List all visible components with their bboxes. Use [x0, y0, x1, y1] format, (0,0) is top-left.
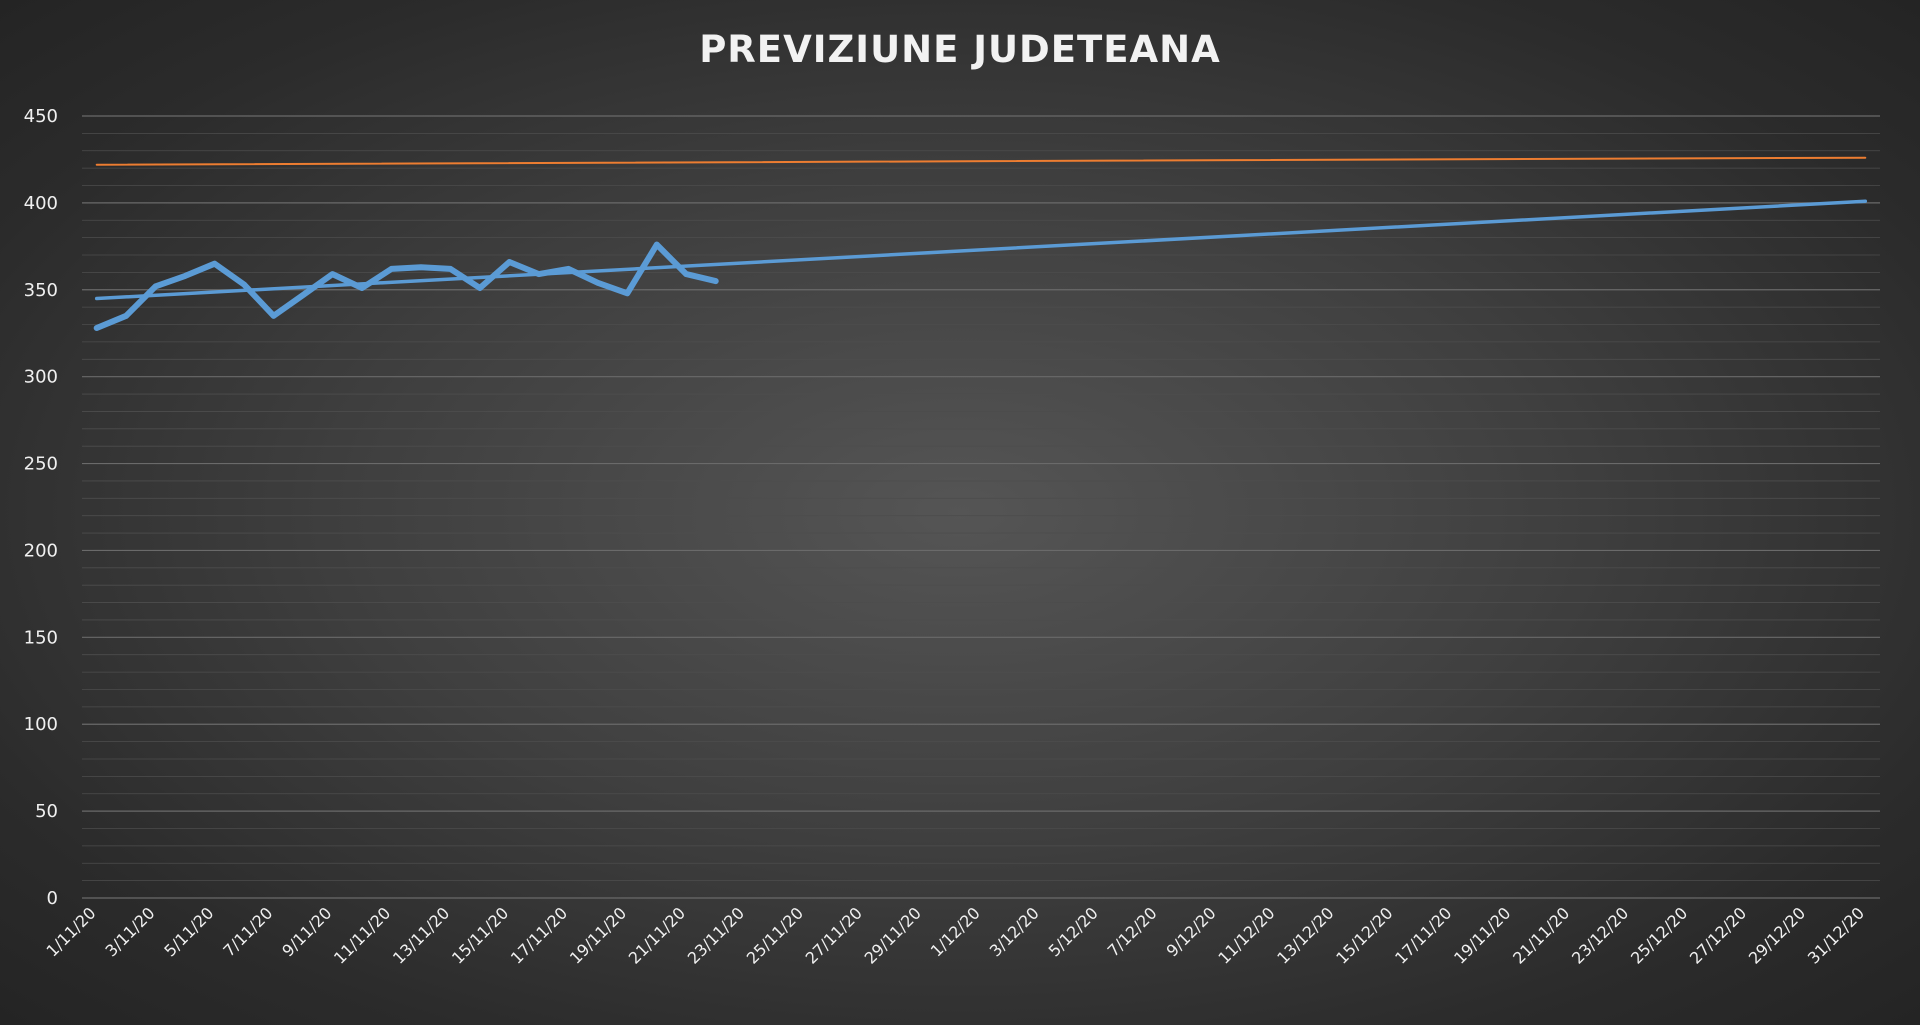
- reference-line: [95, 156, 1867, 166]
- data-point: [595, 280, 601, 286]
- y-axis-labels: 0 50 100 150 200 250 300 350 400 450: [24, 106, 58, 909]
- data-point: [683, 271, 690, 277]
- data-point: [653, 241, 660, 248]
- data-point: [388, 266, 395, 272]
- x-tick-label: 9/11/20: [278, 903, 335, 960]
- x-tick-label: 5/11/20: [160, 903, 217, 960]
- data-point: [300, 292, 306, 298]
- y-tick-label: 0: [47, 888, 58, 909]
- data-point: [506, 259, 513, 265]
- y-tick-label: 400: [24, 193, 58, 214]
- chart-title: PREVIZIUNE JUDETEANA: [699, 28, 1221, 71]
- x-tick-label: 1/12/20: [927, 903, 984, 960]
- grid-lines: [82, 115, 1880, 899]
- x-tick-label: 7/11/20: [219, 903, 276, 960]
- data-point: [418, 264, 424, 270]
- data-point: [624, 290, 631, 297]
- data-point: [329, 271, 336, 277]
- x-tick-label: 19/11/20: [1450, 903, 1514, 967]
- x-tick-label: 23/12/20: [1568, 903, 1632, 967]
- x-tick-label: 19/11/20: [566, 903, 630, 967]
- x-tick-label: 7/12/20: [1104, 903, 1161, 960]
- data-point: [93, 325, 100, 331]
- data-point: [477, 285, 483, 291]
- y-tick-label: 150: [24, 627, 58, 648]
- x-tick-label: 1/11/20: [43, 903, 100, 960]
- x-tick-label: 29/11/20: [861, 903, 925, 967]
- x-tick-label: 27/12/20: [1686, 903, 1750, 967]
- x-tick-label: 21/11/20: [625, 903, 689, 967]
- data-point: [270, 313, 277, 319]
- data-point: [359, 285, 365, 291]
- x-tick-label: 13/12/20: [1273, 903, 1337, 967]
- data-point: [241, 281, 247, 288]
- x-tick-label: 25/12/20: [1627, 903, 1691, 967]
- x-tick-label: 13/11/20: [389, 903, 453, 967]
- x-tick-label: 29/12/20: [1745, 903, 1809, 967]
- x-tick-label: 15/11/20: [448, 903, 512, 967]
- x-tick-label: 11/11/20: [330, 903, 394, 967]
- data-point: [123, 313, 130, 319]
- data-point: [565, 266, 572, 272]
- data-point: [211, 260, 218, 267]
- y-tick-label: 100: [24, 714, 58, 735]
- x-tick-label: 17/11/20: [1391, 903, 1455, 967]
- x-tick-label: 3/12/20: [986, 903, 1043, 960]
- x-tick-label: 27/11/20: [802, 903, 866, 967]
- x-tick-label: 3/11/20: [101, 903, 158, 960]
- y-tick-label: 50: [35, 801, 58, 822]
- trend-line: [94, 199, 1868, 301]
- x-tick-label: 15/12/20: [1332, 903, 1396, 967]
- y-tick-label: 350: [24, 280, 58, 301]
- data-point: [152, 283, 159, 290]
- data-series-line: [93, 241, 719, 331]
- x-tick-label: 31/12/20: [1804, 903, 1868, 967]
- data-point: [182, 273, 188, 279]
- x-tick-label: 23/11/20: [684, 903, 748, 967]
- y-tick-label: 200: [24, 540, 58, 561]
- data-point: [447, 266, 454, 272]
- y-tick-label: 450: [24, 106, 58, 127]
- y-tick-label: 250: [24, 454, 58, 475]
- x-tick-label: 5/12/20: [1045, 903, 1102, 960]
- x-tick-label: 17/11/20: [507, 903, 571, 967]
- x-axis-labels: 1/11/20 3/11/20 5/11/20 7/11/20 9/11/2011/11…: [43, 903, 1869, 967]
- x-tick-label: 11/12/20: [1214, 903, 1278, 967]
- x-tick-label: 21/11/20: [1509, 903, 1573, 967]
- y-tick-label: 300: [24, 367, 58, 388]
- data-point: [712, 278, 719, 284]
- series-lines: [93, 156, 1868, 331]
- x-tick-label: 9/12/20: [1163, 903, 1220, 960]
- x-tick-label: 25/11/20: [743, 903, 807, 967]
